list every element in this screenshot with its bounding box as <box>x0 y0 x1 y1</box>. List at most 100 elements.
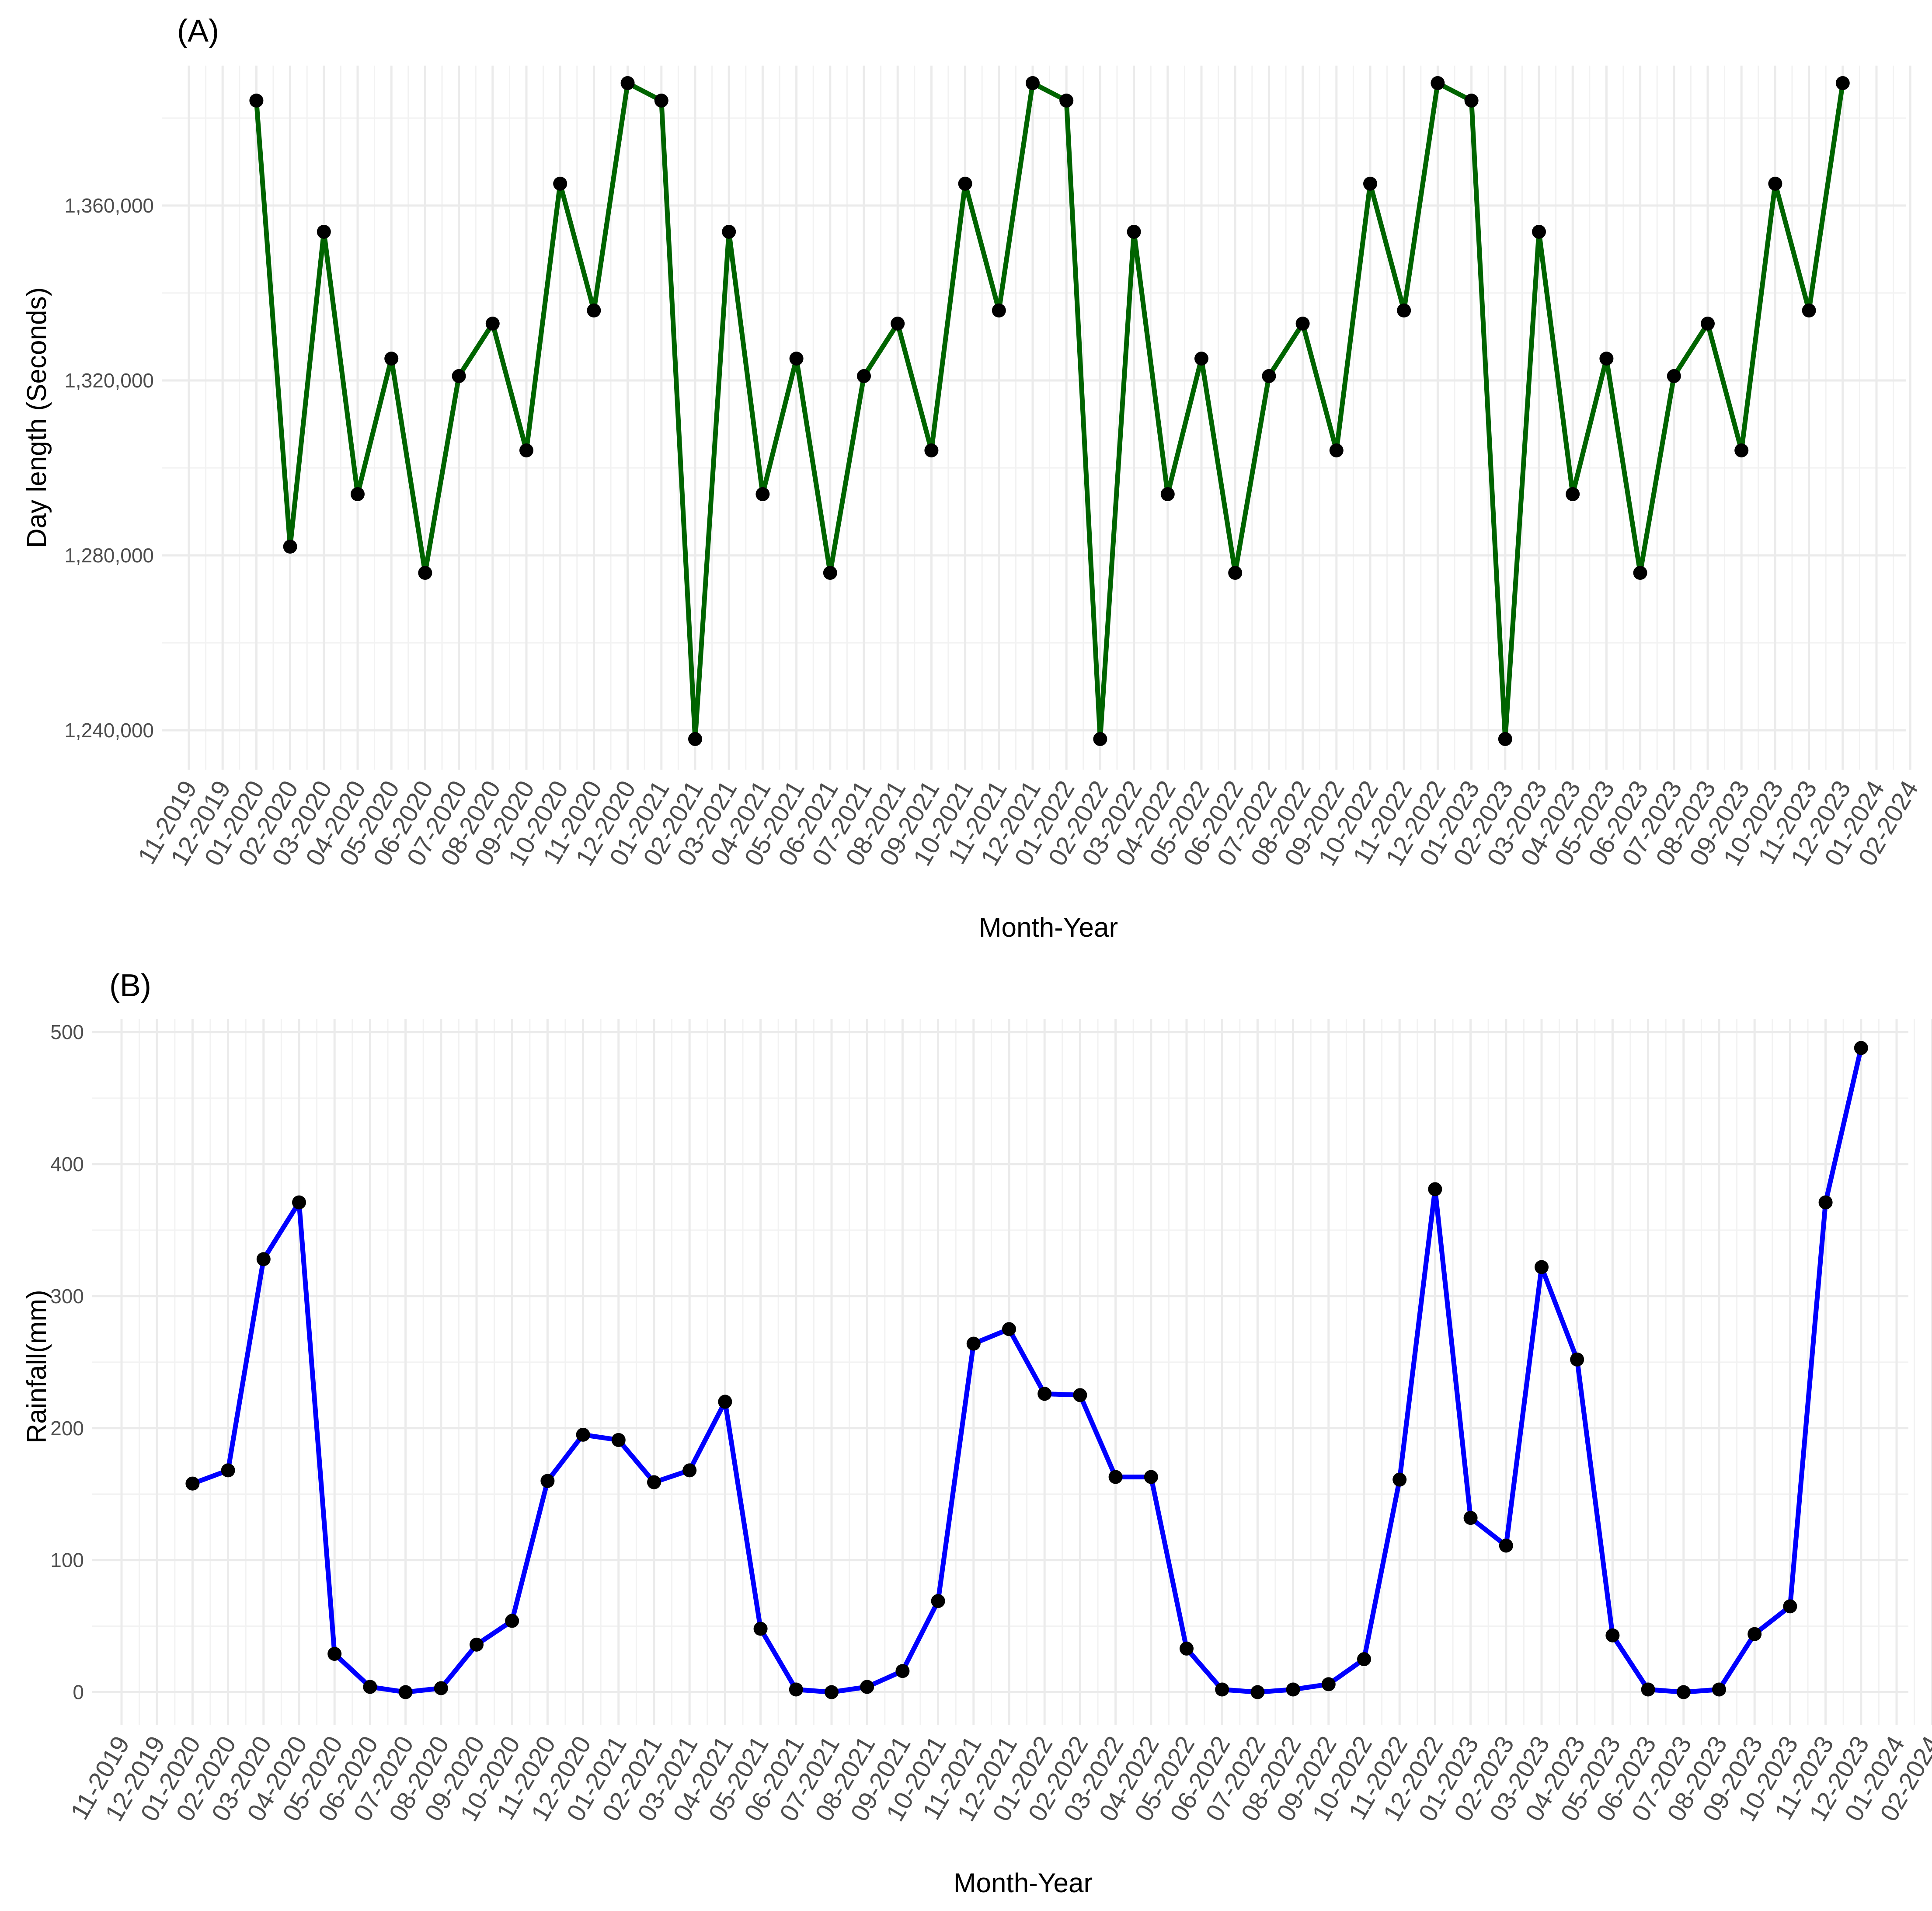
panel-b-data-point <box>1037 1387 1052 1401</box>
panel-b-data-point <box>1818 1195 1833 1210</box>
panel-b-data-point <box>825 1685 839 1699</box>
panel-b-data-point <box>1286 1682 1300 1697</box>
panel-a-data-point <box>1160 487 1175 501</box>
panel-a-data-point <box>418 566 432 580</box>
panel-a-data-point <box>1566 487 1580 501</box>
panel-a-data-point <box>1127 225 1141 239</box>
panel-b-data-point <box>292 1195 306 1210</box>
panel-b-data-point <box>1002 1322 1016 1336</box>
panel-a-data-point <box>1734 443 1749 457</box>
panel-b-data-point <box>931 1594 945 1608</box>
panel-b-data-point <box>327 1646 342 1661</box>
panel-a-data-point <box>1262 369 1276 383</box>
panel-b-data-point <box>398 1685 413 1699</box>
panel-b-data-point <box>789 1682 803 1697</box>
panel-a-data-point <box>1228 566 1243 580</box>
panel-a-data-point <box>654 94 668 108</box>
panel-b-data-point <box>1641 1682 1655 1697</box>
panel-b-data-point <box>753 1622 768 1636</box>
panel-b-data-point <box>434 1681 448 1695</box>
panel-b-y-tick-label: 100 <box>50 1549 84 1572</box>
panel-b-data-point <box>1499 1538 1513 1553</box>
panel-a-data-point <box>823 566 837 580</box>
panel-b-y-axis-title: Rainfall(mm) <box>22 1290 52 1443</box>
panel-a-y-axis-title: Day length (Seconds) <box>22 287 52 548</box>
panel-a-data-point <box>1431 76 1445 90</box>
panel-b-y-ticks: 0 100 200 300 400 500 <box>50 1021 84 1703</box>
panel-b-data-point <box>1748 1627 1762 1641</box>
panel-a-data-point <box>1059 94 1074 108</box>
panel-b-data-point <box>576 1427 590 1442</box>
panel-b-data-point <box>895 1664 910 1678</box>
panel-b-data-point <box>221 1463 235 1478</box>
panel-b-data-point <box>505 1614 519 1628</box>
panel-a-y-tick-label: 1,240,000 <box>64 719 154 742</box>
panel-a-data-point <box>384 352 399 366</box>
panel-a-data-point <box>1498 732 1512 746</box>
panel-a-data-point <box>755 487 770 501</box>
panel-b-y-tick-label: 500 <box>50 1021 84 1043</box>
panel-b-data-point <box>966 1336 981 1351</box>
panel-a-data-point <box>485 317 500 331</box>
panel-a-data-point <box>1194 352 1208 366</box>
panel-a-y-tick-label: 1,280,000 <box>64 544 154 567</box>
panel-b-y-tick-label: 300 <box>50 1285 84 1308</box>
panel-a-data-point <box>1599 352 1614 366</box>
panel-b-data-point <box>860 1680 874 1694</box>
panel-a-series-line <box>254 80 1845 742</box>
panel-b-data-point <box>1180 1641 1194 1656</box>
panel-a-data-point <box>958 177 972 191</box>
panel-a-x-axis-title: Month-Year <box>979 913 1118 943</box>
panel-b-x-ticks: 11-201912-201901-202002-202003-202004-20… <box>65 1731 1932 1826</box>
panel-b-data-point <box>611 1433 626 1447</box>
panel-a-data-point <box>789 352 804 366</box>
panel-a-y-tick-label: 1,320,000 <box>64 369 154 392</box>
panel-a-data-point <box>1363 177 1377 191</box>
panel-b-data-point <box>1321 1677 1336 1691</box>
panel-a-data-point <box>519 443 533 457</box>
panel-a-data-point <box>688 732 702 746</box>
panel-b-y-tick-label: 400 <box>50 1153 84 1175</box>
panel-b-data-point <box>682 1463 697 1478</box>
panel-a-data-point <box>1093 732 1107 746</box>
panel-a-data-point <box>992 303 1006 317</box>
panel-a-data-point <box>857 369 871 383</box>
panel-b-data-point <box>1783 1599 1797 1614</box>
panel-b-data-point <box>1463 1511 1478 1525</box>
panel-b-series <box>185 1041 1868 1699</box>
panel-b-data-point <box>1108 1470 1123 1484</box>
panel-a-label: (A) <box>177 14 219 49</box>
panel-a-y-tick-label: 1,360,000 <box>64 194 154 217</box>
panel-b-data-point <box>1712 1682 1726 1697</box>
panel-a-series <box>249 76 1850 746</box>
panel-a-data-point <box>1667 369 1681 383</box>
panel-b-data-point <box>718 1395 732 1409</box>
panel-a-data-point <box>351 487 365 501</box>
panel-a-data-point <box>1835 76 1850 90</box>
panel-a-data-point <box>891 317 905 331</box>
panel-b-data-point <box>256 1252 271 1266</box>
panel-a-data-point <box>1532 225 1546 239</box>
panel-b-data-point <box>540 1474 555 1488</box>
panel-a-data-point <box>317 225 331 239</box>
panel-b-data-point <box>470 1637 484 1652</box>
panel-a-data-point <box>587 303 601 317</box>
panel-b-data-point <box>1570 1352 1584 1367</box>
panel-b-data-point <box>1073 1388 1087 1402</box>
panel-b-x-axis-title: Month-Year <box>954 1868 1093 1898</box>
panel-a-data-point <box>620 76 635 90</box>
panel-a-data-point <box>722 225 736 239</box>
panel-a-y-ticks: 1,240,000 1,280,000 1,320,000 1,360,000 <box>64 194 154 742</box>
panel-b-data-point <box>1535 1260 1549 1274</box>
panel-a: 1,240,000 1,280,000 1,320,000 1,360,000 11-… <box>22 14 1924 943</box>
panel-a-data-point <box>924 443 939 457</box>
panel-a-data-point <box>1295 317 1310 331</box>
panel-a-data-point <box>249 94 264 108</box>
panel-a-data-point <box>1701 317 1715 331</box>
panel-a-data-point <box>1026 76 1040 90</box>
panel-a-data-point <box>1802 303 1816 317</box>
panel-b-label: (B) <box>109 968 151 1003</box>
panel-b-data-point <box>1144 1470 1158 1484</box>
panel-b-series-line <box>191 1047 1864 1695</box>
